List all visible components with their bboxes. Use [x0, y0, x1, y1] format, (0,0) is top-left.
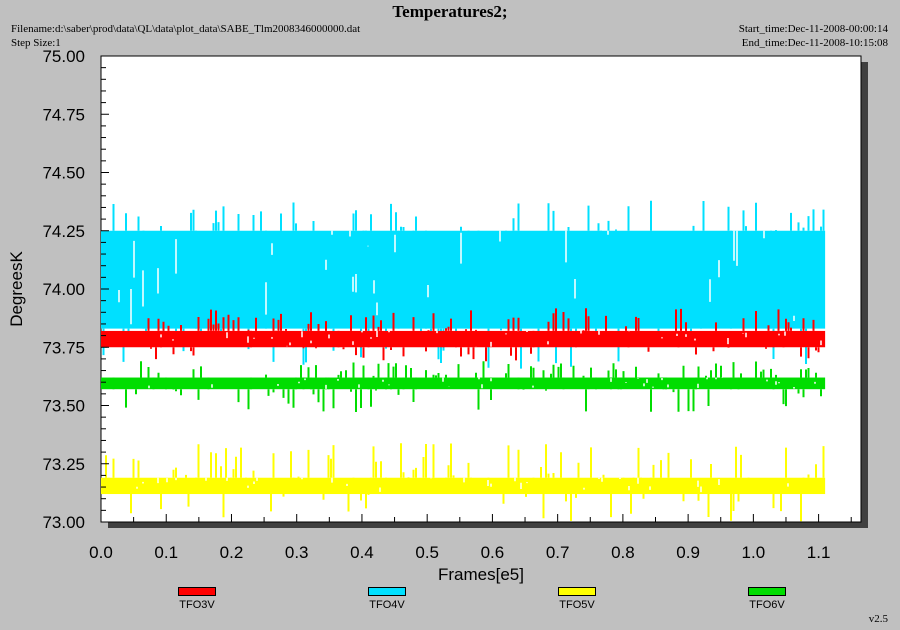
series-layer [101, 200, 826, 522]
legend-label: TFO5V [559, 599, 595, 611]
series-tfo6v [101, 361, 826, 412]
x-tick-label: 0.3 [285, 543, 309, 562]
series-gaps-tfo3v [160, 330, 822, 347]
x-tick-label: 1.0 [742, 543, 766, 562]
series-band-tfo3v [101, 330, 826, 348]
x-tick-label: 1.1 [807, 543, 831, 562]
y-tick-label: 73.25 [42, 455, 85, 474]
series-gaps-tfo6v [148, 377, 816, 389]
step-size-label: Step Size:1 [11, 37, 61, 49]
legend-swatch-tfo5v [558, 587, 596, 596]
y-tick-label: 74.75 [42, 105, 85, 124]
series-tfo3v [101, 308, 826, 362]
y-tick-label: 75.00 [42, 47, 85, 66]
y-tick-label: 73.00 [42, 513, 85, 532]
legend-label: TFO6V [749, 599, 785, 611]
y-tick-label: 74.50 [42, 164, 85, 183]
x-tick-label: 0.2 [220, 543, 244, 562]
series-band-tfo6v [101, 377, 826, 390]
x-tick-label: 0.7 [546, 543, 570, 562]
legend-item-tfo5v: TFO5V [537, 587, 617, 611]
legend-item-tfo3v: TFO3V [157, 587, 237, 611]
series-tfo5v [101, 443, 826, 522]
y-tick-label: 74.00 [42, 280, 85, 299]
filename-label: Filename:d:\saber\prod\data\QL\data\plot… [11, 23, 361, 35]
x-tick-label: 0.0 [89, 543, 113, 562]
legend-label: TFO4V [369, 599, 405, 611]
series-spikes-tfo6v [112, 361, 822, 412]
series-spikes-tfo5v [105, 443, 825, 522]
start-time-label: Start_time:Dec-11-2008-00:00:14 [738, 23, 888, 35]
series-tfo4v [101, 200, 826, 369]
y-tick-label: 73.75 [42, 338, 85, 357]
axis-layer: 73.00 73.25 73.50 73.75 74.00 74.25 74.50 74.75… [42, 47, 852, 562]
legend-label: TFO3V [179, 599, 215, 611]
y-tick-label: 74.25 [42, 222, 85, 241]
end-time-label: End_time:Dec-11-2008-10:15:08 [741, 37, 888, 49]
x-tick-label: 0.5 [415, 543, 439, 562]
y-axis-title: DegreesK [7, 251, 26, 327]
version-label: v2.5 [868, 613, 888, 625]
x-tick-label: 0.9 [676, 543, 700, 562]
chart-title: Temperatures2; [392, 2, 508, 21]
series-gaps-tfo5v [136, 477, 789, 493]
x-axis-title: Frames[e5] [438, 565, 524, 584]
legend-item-tfo4v: TFO4V [347, 587, 427, 611]
legend-swatch-tfo4v [368, 587, 406, 596]
x-tick-label: 0.4 [350, 543, 374, 562]
x-tick-label: 0.6 [481, 543, 505, 562]
legend-swatch-tfo6v [748, 587, 786, 596]
series-gaps-tfo4v [118, 230, 795, 325]
x-tick-label: 0.8 [611, 543, 635, 562]
x-tick-label: 0.1 [154, 543, 178, 562]
legend-item-tfo6v: TFO6V [727, 587, 807, 611]
legend-swatch-tfo3v [178, 587, 216, 596]
y-tick-label: 73.50 [42, 397, 85, 416]
series-band-tfo4v [101, 230, 826, 329]
series-band-tfo5v [101, 477, 826, 495]
